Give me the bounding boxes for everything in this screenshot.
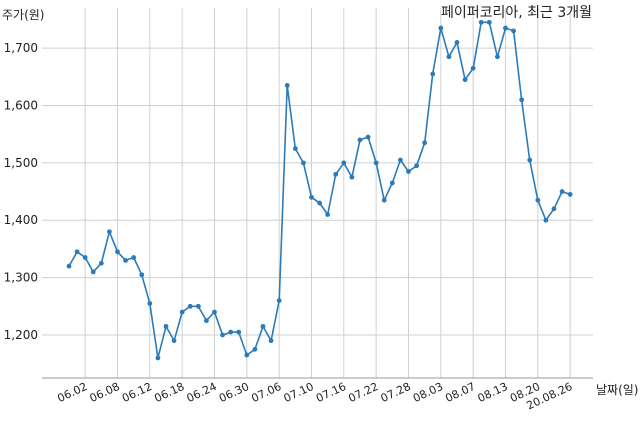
data-point: [98, 260, 104, 266]
series-line: [68, 21, 571, 359]
data-point: [365, 134, 371, 140]
data-point: [220, 332, 225, 338]
data-point: [373, 160, 379, 166]
data-point: [414, 163, 419, 169]
data-point: [494, 54, 500, 60]
data-point: [543, 217, 549, 223]
data-point: [519, 97, 525, 103]
data-point: [212, 309, 217, 315]
grid-layer: [42, 8, 593, 378]
data-point: [333, 171, 339, 177]
data-point: [486, 19, 492, 25]
x-tick-label: 06.08: [88, 380, 122, 405]
series-layer: [66, 19, 573, 361]
x-tick-label: 06.18: [152, 380, 186, 405]
data-point: [511, 28, 516, 34]
data-point: [349, 174, 355, 180]
y-tick-label: 1,500: [4, 156, 38, 170]
x-tick-label: 06.30: [217, 380, 251, 405]
data-point: [139, 272, 145, 278]
data-point: [204, 318, 209, 324]
data-point: [357, 137, 363, 143]
data-point: [66, 263, 72, 269]
x-tick-label: 06.24: [185, 380, 219, 405]
data-point: [551, 206, 557, 212]
data-point: [252, 346, 258, 352]
data-point: [115, 249, 120, 255]
x-tick-label: 07.22: [346, 380, 380, 405]
data-point: [478, 19, 484, 25]
data-point: [406, 169, 411, 174]
data-point: [107, 229, 112, 235]
data-point: [317, 200, 322, 206]
y-tick-label: 1,700: [4, 41, 38, 55]
data-point: [381, 197, 387, 203]
data-point: [422, 140, 428, 146]
data-point: [527, 157, 533, 163]
data-point: [179, 309, 185, 315]
axis-layer: 1,200 1,300 1,400 1,500 1,600 1,700 06.0206.08…: [4, 41, 593, 412]
data-point: [389, 180, 395, 186]
chart-title: 페이퍼코리아, 최근 3개월: [441, 5, 592, 21]
x-axis-label: 날짜(일): [596, 383, 638, 397]
y-tick-label: 1,300: [4, 271, 38, 285]
data-point: [131, 255, 137, 260]
data-point: [123, 258, 128, 263]
data-point: [462, 77, 468, 83]
data-point: [90, 269, 96, 275]
data-point: [438, 25, 444, 31]
data-point: [535, 197, 541, 203]
y-tick-label: 1,400: [4, 213, 38, 227]
x-tick-label: 07.16: [314, 380, 348, 405]
x-tick-label: 07.10: [282, 380, 316, 405]
data-point: [155, 355, 161, 361]
data-point: [567, 192, 573, 197]
data-point: [260, 323, 266, 329]
data-point: [187, 303, 193, 309]
data-point: [309, 194, 314, 200]
y-tick-label: 1,600: [4, 99, 38, 113]
x-tick-label: 06.02: [55, 380, 89, 405]
data-point: [195, 303, 201, 309]
data-point: [276, 298, 282, 303]
data-point: [292, 146, 298, 151]
x-tick-label: 08.13: [476, 380, 510, 405]
data-point: [430, 71, 436, 77]
data-point: [228, 329, 234, 335]
data-point: [301, 160, 306, 166]
x-tick-label: 06.12: [120, 380, 154, 405]
data-point: [470, 65, 476, 71]
x-tick-label: 08.03: [411, 380, 445, 405]
data-point: [268, 338, 274, 344]
data-point: [147, 301, 153, 306]
data-point: [559, 189, 565, 194]
data-point: [454, 40, 460, 45]
x-tick-label: 07.28: [379, 380, 413, 405]
data-point: [446, 54, 452, 60]
x-tick-label: 08.07: [443, 380, 477, 405]
x-tick-label: 07.06: [249, 380, 283, 405]
data-point: [284, 83, 290, 88]
y-tick-label: 1,200: [4, 328, 38, 342]
data-point: [398, 157, 403, 163]
data-point: [171, 338, 177, 344]
data-point: [74, 249, 80, 255]
data-point: [163, 323, 169, 329]
y-axis-label: 주가(원): [2, 8, 44, 22]
data-point: [236, 329, 242, 335]
data-point: [341, 160, 347, 166]
data-point: [325, 212, 331, 217]
data-point: [244, 352, 250, 358]
data-point: [503, 25, 508, 31]
data-point: [82, 255, 88, 260]
